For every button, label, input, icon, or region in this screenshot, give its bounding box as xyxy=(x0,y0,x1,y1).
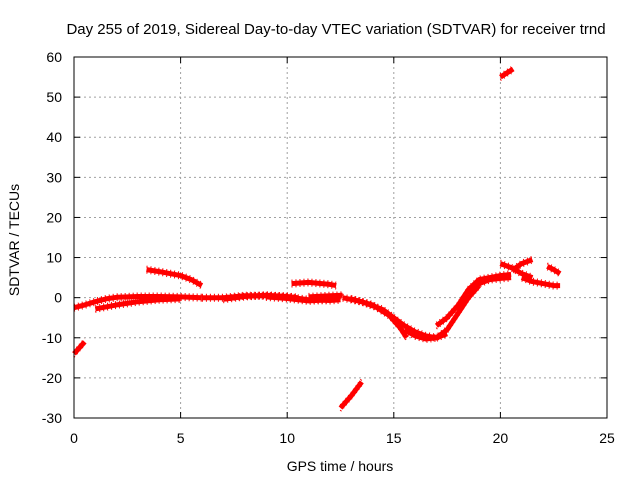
y-tick-label: 20 xyxy=(46,209,62,225)
series-track-20-markers-bottom xyxy=(499,71,514,81)
series-track-02-markers-bottom xyxy=(73,344,86,358)
series-track-16 xyxy=(499,261,534,280)
y-tick-label: -20 xyxy=(42,370,62,386)
y-axis-label: SDTVAR / TECUs xyxy=(6,184,22,296)
series-track-11 xyxy=(342,295,448,341)
x-tick-label: 25 xyxy=(599,430,615,446)
series-track-15-markers-top xyxy=(467,273,512,292)
series-track-20-markers-top xyxy=(499,65,514,75)
series-track-13-markers-bottom xyxy=(404,287,480,344)
series-track-01-markers-top xyxy=(73,292,202,306)
series-track-15-markers-bottom xyxy=(467,279,512,298)
y-tick-label: 30 xyxy=(46,169,62,185)
series-track-07 xyxy=(265,294,330,304)
y-tick-label: -10 xyxy=(42,330,62,346)
series-track-15 xyxy=(466,275,512,296)
series-track-08-markers-bottom xyxy=(291,284,337,290)
series-track-18 xyxy=(520,275,561,289)
x-tick-label: 10 xyxy=(279,430,295,446)
series-track-08-markers-top xyxy=(291,278,337,284)
data-series-group xyxy=(72,65,562,412)
series-track-10 xyxy=(338,380,364,410)
x-tick-label: 5 xyxy=(177,430,185,446)
series-track-02 xyxy=(72,340,87,356)
x-tick-labels: 0 5 10 15 20 25 xyxy=(70,430,615,446)
x-tick-label: 20 xyxy=(493,430,509,446)
series-track-07-markers-bottom xyxy=(265,298,330,305)
series-track-04-markers-top xyxy=(146,265,203,284)
series-track-19-markers-top xyxy=(546,262,561,272)
series-track-08 xyxy=(291,279,337,289)
series-track-07-markers-top xyxy=(265,292,330,299)
series-track-10-markers-top xyxy=(339,378,363,406)
series-track-17 xyxy=(511,257,534,272)
series-track-13-markers-top xyxy=(404,281,480,338)
x-tick-label: 0 xyxy=(70,430,78,446)
axis-ticks xyxy=(73,56,608,419)
series-track-02-markers-top xyxy=(73,338,86,352)
y-tick-label: 0 xyxy=(54,290,62,306)
y-tick-label: 10 xyxy=(46,250,62,266)
series-track-12 xyxy=(350,296,409,340)
plot-frame xyxy=(73,56,608,419)
y-tick-label: 60 xyxy=(46,49,62,65)
series-track-13 xyxy=(403,283,481,342)
y-tick-label: 50 xyxy=(46,89,62,105)
series-track-20 xyxy=(499,66,515,80)
x-tick-label: 15 xyxy=(386,430,402,446)
series-track-19-markers-bottom xyxy=(546,268,561,278)
series-track-04-markers-bottom xyxy=(146,271,203,290)
chart-title: Day 255 of 2019, Sidereal Day-to-day VTE… xyxy=(66,21,605,38)
series-track-10-markers-bottom xyxy=(339,384,363,412)
series-track-04 xyxy=(146,267,204,288)
series-track-19 xyxy=(546,264,562,276)
series-track-03 xyxy=(94,296,181,312)
y-tick-labels: -30 -20 -10 0 10 20 30 40 50 60 xyxy=(42,49,62,426)
y-tick-label: -30 xyxy=(42,410,62,426)
series-track-14-markers-top xyxy=(435,270,512,324)
series-track-09 xyxy=(308,292,343,300)
y-tick-label: 40 xyxy=(46,129,62,145)
grid-lines xyxy=(74,57,607,418)
x-axis-label: GPS time / hours xyxy=(287,458,394,474)
